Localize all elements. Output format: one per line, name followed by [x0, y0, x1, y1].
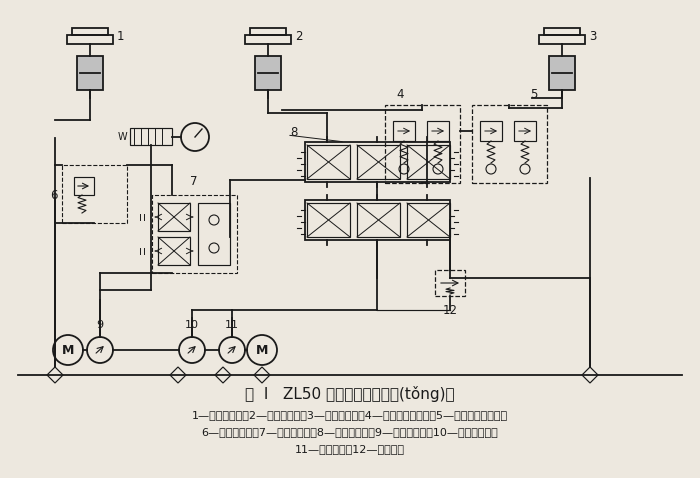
Text: 5: 5	[530, 88, 538, 101]
Bar	[77, 56, 103, 90]
Bar	[480, 121, 502, 141]
Bar	[385, 105, 460, 183]
Bar	[514, 121, 536, 141]
Bar	[72, 28, 108, 35]
Text: 4: 4	[396, 88, 404, 101]
Text: 1: 1	[117, 30, 125, 43]
Text: 2: 2	[295, 30, 302, 43]
Text: 1—轉向液壓缸；2—動臂液壓缸；3—鏟斗液壓缸；4—后雙作用安全閥；5—前雙作用安全閥；: 1—轉向液壓缸；2—動臂液壓缸；3—鏟斗液壓缸；4—后雙作用安全閥；5—前雙作用…	[192, 410, 508, 420]
Text: M: M	[256, 344, 268, 357]
Text: 10: 10	[185, 320, 199, 330]
Text: 12: 12	[442, 304, 458, 317]
Bar	[158, 237, 190, 265]
Bar	[307, 145, 350, 179]
Bar	[539, 35, 585, 44]
Bar	[158, 203, 190, 231]
Text: 11: 11	[225, 320, 239, 330]
Bar	[357, 145, 400, 179]
Text: 11—主液壓泵；12—總安全閥: 11—主液壓泵；12—總安全閥	[295, 444, 405, 454]
Bar	[393, 121, 415, 141]
Bar	[250, 28, 286, 35]
Bar	[427, 121, 449, 141]
Bar	[152, 195, 237, 273]
Bar	[307, 203, 350, 237]
Bar	[74, 177, 94, 195]
Text: 6—轉向溢流閥；7—流量轉換閥；8—多路換向閥；9—轉向液壓泵；10—輔助液壓泵；: 6—轉向溢流閥；7—流量轉換閥；8—多路換向閥；9—轉向液壓泵；10—輔助液壓泵…	[202, 427, 498, 437]
Text: 9: 9	[97, 320, 104, 330]
Text: 7: 7	[190, 175, 197, 188]
Bar	[435, 270, 465, 296]
Text: M: M	[62, 344, 74, 357]
Text: 图  Ⅰ   ZL50 型裝載機液壓系統(tǒng)圖: 图 Ⅰ ZL50 型裝載機液壓系統(tǒng)圖	[245, 386, 455, 402]
Bar	[305, 200, 450, 240]
Bar	[407, 203, 450, 237]
Bar	[198, 203, 230, 265]
Bar	[472, 105, 547, 183]
Text: 3: 3	[589, 30, 596, 43]
Text: 6: 6	[50, 188, 58, 202]
Bar	[62, 165, 127, 223]
Bar	[67, 35, 113, 44]
Bar	[549, 56, 575, 90]
Bar	[305, 142, 450, 182]
Text: 8: 8	[290, 126, 298, 139]
Bar	[130, 128, 172, 145]
Bar	[407, 145, 450, 179]
Bar	[544, 28, 580, 35]
Text: W: W	[118, 132, 127, 142]
Bar	[245, 35, 291, 44]
Bar	[357, 203, 400, 237]
Bar	[255, 56, 281, 90]
